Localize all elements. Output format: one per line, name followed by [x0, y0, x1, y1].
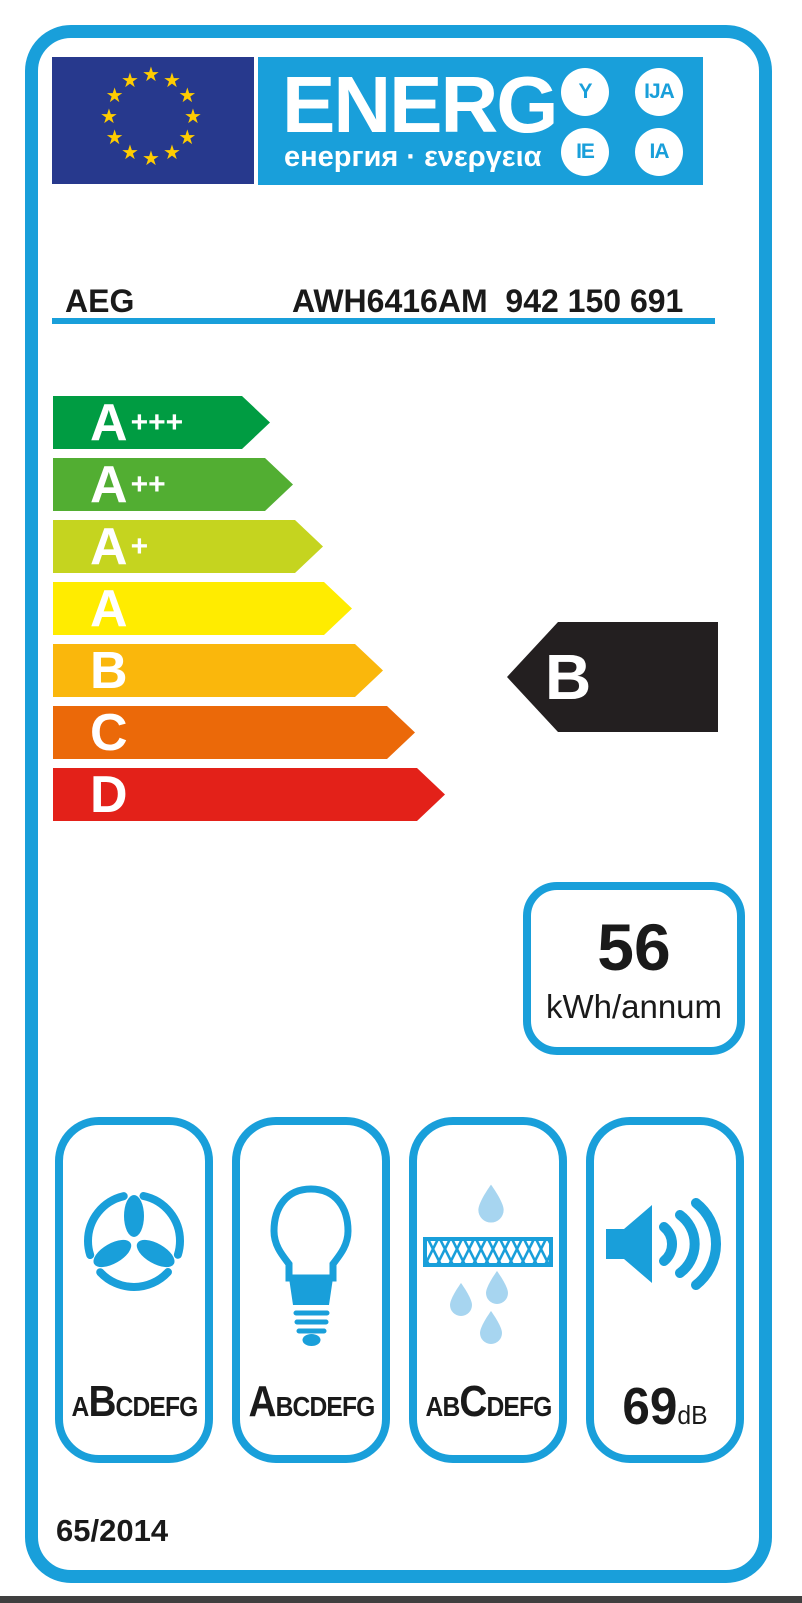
flag-star: ★ [163, 142, 181, 165]
scale-letter: C [115, 1391, 134, 1422]
class-bar-letter: A [90, 455, 128, 514]
fan-icon [63, 1186, 205, 1296]
energ-band: ENERG енергия · ενεργεια Y IJA IE IA [258, 57, 703, 185]
speaker-icon [594, 1189, 736, 1299]
flag-star: ★ [178, 127, 197, 149]
flag-star: ★ [105, 127, 124, 149]
scale-letter: F [518, 1391, 534, 1422]
lighting-efficiency-scale: ABCDEFG [248, 1377, 376, 1427]
metric-box-lighting-efficiency: ABCDEFG [232, 1117, 390, 1463]
scale-letter: B [275, 1391, 294, 1422]
flag-star: ★ [184, 106, 202, 128]
lang-circle-y: Y [561, 68, 609, 116]
grease-filtering-scale: ABCDEFG [425, 1377, 553, 1427]
scale-letter: C [292, 1391, 311, 1422]
scale-letter: F [341, 1391, 357, 1422]
scale-letter: G [179, 1391, 198, 1422]
class-bar-letter: A [90, 579, 128, 638]
class-bar-appp: A +++ [53, 396, 270, 449]
scale-letter-highlight: A [248, 1377, 277, 1426]
scale-letter: B [442, 1391, 460, 1422]
scale-letter-highlight: C [459, 1377, 487, 1426]
energy-consumption-unit: kWh/annum [545, 988, 723, 1025]
energy-consumption-box: 56 kWh/annum [523, 882, 745, 1055]
noise-db-number: 69 [622, 1378, 678, 1436]
lang-circle-ija: IJA [635, 68, 683, 116]
scale-letter: E [326, 1391, 342, 1422]
flag-star: ★ [100, 106, 118, 128]
class-bar-app: A ++ [53, 458, 293, 511]
flag-star: ★ [121, 142, 139, 165]
class-bar-letter: A [90, 393, 128, 452]
flag-star: ★ [178, 85, 197, 107]
class-bar-letter: A [90, 517, 128, 576]
energ-title: ENERG [282, 60, 558, 149]
lang-circle-ia: IA [635, 128, 683, 176]
scale-letter: D [309, 1391, 327, 1422]
eu-flag: ★ ★ ★ ★ ★ ★ ★ ★ ★ ★ ★ ★ [52, 57, 254, 184]
metric-box-fan-efficiency: ABCDEFG [55, 1117, 213, 1463]
scale-letter: F [164, 1391, 180, 1422]
metric-box-noise-level: 69dB [586, 1117, 744, 1463]
metric-box-grease-filtering: ABCDEFG [409, 1117, 567, 1463]
selected-class-letter: B [545, 641, 592, 713]
divider-rule [52, 318, 715, 324]
scale-letter: D [486, 1391, 504, 1422]
scale-letter: A [71, 1391, 90, 1422]
selected-class-arrow: B [507, 622, 718, 732]
class-bar-c: C [53, 706, 415, 759]
scale-letter: E [149, 1391, 165, 1422]
class-bar-letter: C [90, 703, 128, 762]
class-bar-d: D [53, 768, 445, 821]
fan-efficiency-scale: ABCDEFG [71, 1377, 199, 1427]
flag-star: ★ [163, 69, 181, 92]
class-bar-letter: B [90, 641, 128, 700]
flag-star: ★ [105, 85, 124, 107]
page-bottom-edge [0, 1596, 802, 1603]
bulb-icon [240, 1181, 382, 1351]
scale-letter: G [356, 1391, 375, 1422]
scale-letter: A [425, 1391, 444, 1422]
flag-star: ★ [142, 64, 160, 86]
scale-letter: D [132, 1391, 150, 1422]
flag-star: ★ [142, 148, 160, 170]
regulation-number: 65/2014 [56, 1513, 169, 1548]
model-number: AWH6416AM 942 150 691 [292, 283, 684, 319]
scale-letter: E [503, 1391, 519, 1422]
scale-letter: G [533, 1391, 552, 1422]
scale-letter-highlight: B [88, 1377, 116, 1426]
noise-db-unit: dB [677, 1400, 708, 1430]
class-bar-ap: A + [53, 520, 323, 573]
flag-star: ★ [121, 69, 139, 92]
class-bar-letter: D [90, 765, 128, 824]
label-frame [25, 25, 772, 1583]
energy-consumption-value: 56 [597, 910, 671, 984]
noise-level-value: 69dB [598, 1377, 733, 1437]
class-bar-b: B [53, 644, 383, 697]
class-bar-a: A [53, 582, 352, 635]
class-bar-suffix: + [130, 529, 149, 563]
grease-filter-icon [417, 1177, 559, 1355]
brand-name: AEG [65, 283, 135, 319]
class-bar-suffix: +++ [130, 405, 184, 439]
efficiency-class-scale: A +++ A ++ A + A B C D [53, 396, 513, 826]
energ-subtitle: енергия · ενεργεια [284, 141, 542, 173]
class-bar-suffix: ++ [130, 467, 166, 501]
lang-circle-ie: IE [561, 128, 609, 176]
